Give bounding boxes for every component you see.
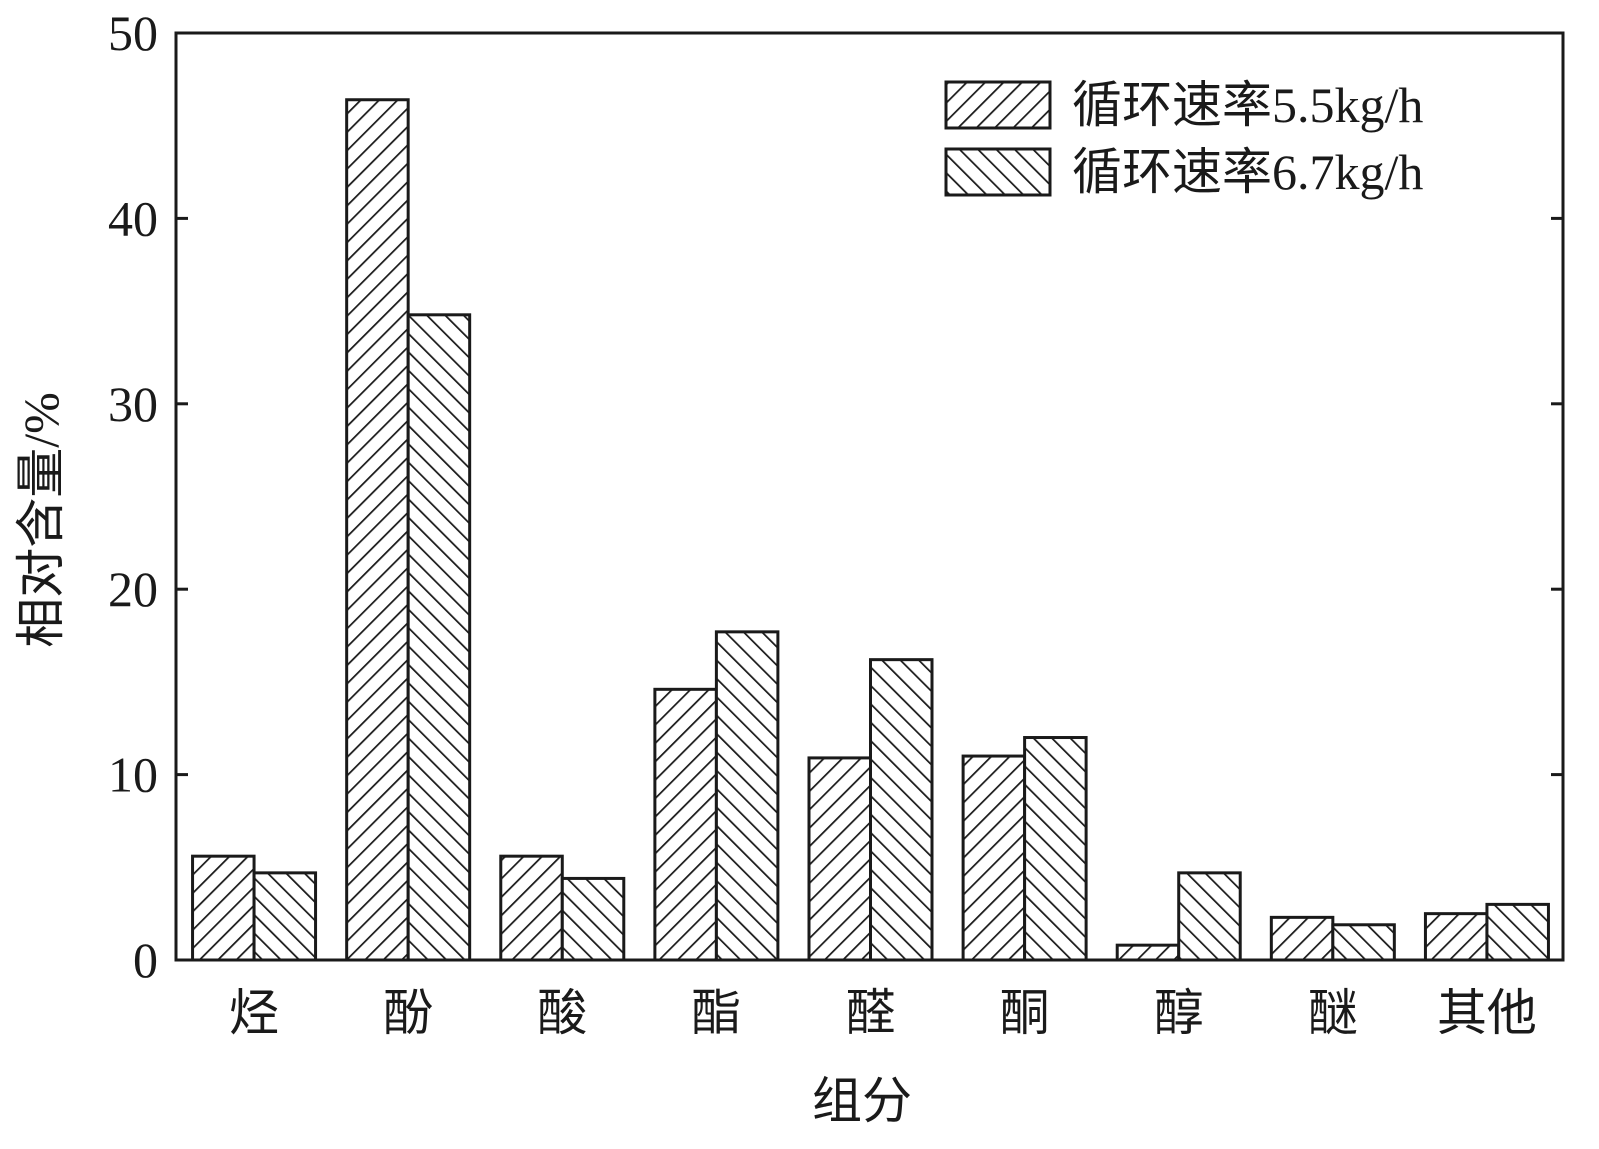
plot-frame — [174, 31, 1565, 962]
y-tick-label: 10 — [108, 747, 158, 803]
x-tick-label: 烃 — [229, 985, 279, 1041]
bar-6-7kgh-6 — [1177, 871, 1242, 962]
x-tick-label: 酸 — [537, 985, 587, 1041]
legend-swatch-1 — [944, 147, 1052, 197]
bar-5-5kgh-1 — [345, 98, 410, 962]
bar-5-5kgh-2 — [499, 854, 564, 962]
bar-6-7kgh-1 — [406, 313, 472, 962]
y-tick-label: 30 — [108, 376, 158, 432]
x-axis-label: 组分 — [812, 1073, 912, 1129]
bars-layer — [191, 98, 1550, 962]
x-axis: 烃 酚 酸 酯 醛 酮 醇 醚 其他 — [229, 985, 1537, 1041]
bar-6-7kgh-5 — [1023, 736, 1088, 962]
bar-6-7kgh-7 — [1331, 923, 1396, 962]
x-tick-label: 酯 — [691, 985, 741, 1041]
x-tick-label: 醛 — [846, 985, 896, 1041]
x-tick-label: 醇 — [1154, 985, 1204, 1041]
x-tick-label: 醚 — [1308, 985, 1358, 1041]
bar-5-5kgh-4 — [807, 756, 872, 962]
y-tick-label: 0 — [133, 932, 158, 988]
bar-5-5kgh-3 — [653, 687, 718, 962]
y-tick-label: 40 — [108, 190, 158, 246]
y-axis: 0 10 20 30 40 50 — [108, 5, 1563, 988]
bar-5-5kgh-0 — [191, 854, 256, 962]
x-tick-label: 酮 — [1000, 985, 1050, 1041]
bar-5-5kgh-8 — [1423, 912, 1489, 962]
bar-6-7kgh-2 — [560, 876, 626, 962]
bar-6-7kgh-0 — [252, 871, 318, 962]
bar-6-7kgh-8 — [1485, 902, 1550, 962]
x-tick-label: 酚 — [383, 985, 433, 1041]
x-tick-label: 其他 — [1437, 985, 1537, 1041]
legend-label-1: 循环速率6.7kg/h — [1072, 144, 1423, 200]
bar-6-7kgh-4 — [869, 658, 934, 962]
y-tick-label: 50 — [108, 5, 158, 61]
legend: 循环速率5.5kg/h 循环速率6.7kg/h — [944, 77, 1423, 200]
bar-5-5kgh-7 — [1269, 915, 1335, 962]
bar-5-5kgh-6 — [1115, 943, 1181, 962]
y-axis-label: 相对含量/% — [13, 392, 69, 648]
y-tick-label: 20 — [108, 561, 158, 617]
legend-label-0: 循环速率5.5kg/h — [1072, 77, 1423, 133]
bar-5-5kgh-5 — [961, 754, 1027, 962]
legend-swatch-0 — [944, 80, 1052, 130]
bar-6-7kgh-3 — [714, 630, 780, 962]
